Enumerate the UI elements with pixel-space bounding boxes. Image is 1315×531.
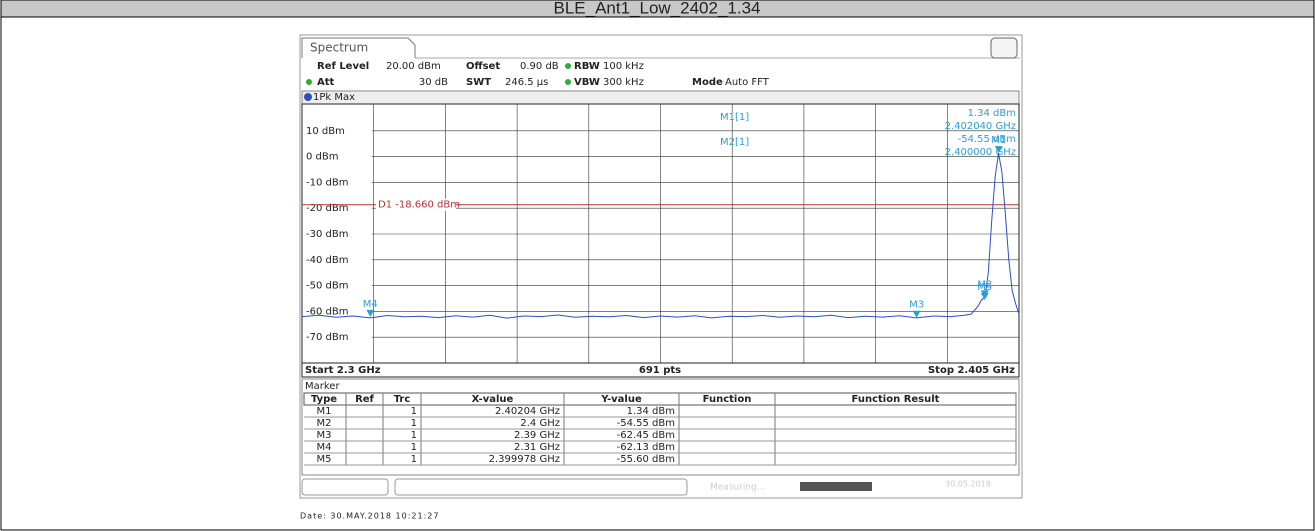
dot: [565, 63, 571, 69]
y-tick-label: 10 dBm: [306, 126, 345, 137]
column-header: X-value: [472, 394, 514, 405]
status-box: [394, 478, 688, 496]
marker-name: M4: [363, 299, 378, 310]
cell: M5: [317, 454, 332, 465]
marker: [912, 310, 921, 318]
status-text: Measuring...: [710, 483, 765, 493]
y-tick-label: -10 dBm: [306, 177, 348, 188]
cell: 2.31 GHz: [514, 442, 560, 453]
marker-table: Type Ref Trc X-value Y-value Function Function…: [303, 392, 1017, 466]
label: SWT: [466, 77, 491, 88]
plot: 10 dBm 0 dBm -10 dBm -20 dBm -30 dBm -40 dBm -…: [301, 104, 1020, 363]
icon[interactable]: [990, 37, 1018, 59]
progress: [800, 482, 872, 491]
label: Mode: [692, 77, 723, 88]
marker-info: 2.402040 GHz: [945, 121, 1016, 132]
y-tick-label: -60 dBm: [306, 306, 348, 317]
label: Att: [317, 77, 335, 88]
status-box: [301, 478, 389, 496]
cell: 1: [411, 430, 417, 441]
y-tick-label: -30 dBm: [306, 229, 348, 240]
value: Auto FFT: [725, 77, 770, 88]
cell: M2: [317, 418, 332, 429]
start: Start 2.3 GHz: [305, 365, 381, 376]
cell: 1: [411, 406, 417, 417]
y-tick-label: -70 dBm: [306, 332, 348, 343]
marker: [366, 309, 375, 317]
cell: M3: [317, 430, 332, 441]
trace-label: 1Pk Max: [313, 92, 355, 103]
title: BLE_Ant1_Low_2402_1.34: [553, 0, 760, 17]
column-header: Y-value: [600, 394, 642, 405]
trace-bar: [301, 90, 1020, 105]
cell: -62.13 dBm: [617, 442, 675, 453]
threshold-label: D1 -18.660 dBm: [378, 200, 460, 211]
cell: 1: [411, 442, 417, 453]
label: VBW: [574, 77, 600, 88]
value: 20.00 dBm: [386, 61, 441, 72]
column-header: Type: [311, 394, 337, 405]
marker-info: -54.55 dBm: [958, 134, 1016, 145]
marker-name: M1: [991, 135, 1006, 146]
cell: 1: [411, 454, 417, 465]
value: 0.90 dB: [520, 61, 559, 72]
value: 100 kHz: [603, 61, 644, 72]
scale-bar: [301, 362, 1020, 378]
label: Ref Level: [317, 61, 369, 72]
marker-info: 2.400000 GHz: [945, 147, 1016, 158]
cell: M4: [317, 442, 332, 453]
marker-name: M5: [977, 282, 992, 293]
cell: [0, 16, 1315, 531]
cell: 1.34 dBm: [627, 406, 675, 417]
cell: 1: [411, 418, 417, 429]
stop: Stop 2.405 GHz: [928, 365, 1015, 376]
footer-date: Date: 30.MAY.2018 10:21:27: [300, 512, 439, 521]
marker-name: M2: [977, 279, 992, 290]
column-header: Function: [703, 394, 752, 405]
y-tick-label: -50 dBm: [306, 281, 348, 292]
value: 300 kHz: [603, 77, 644, 88]
tab: [301, 37, 416, 58]
marker-info: 1.34 dBm: [968, 108, 1016, 119]
cell: 2.4 GHz: [520, 418, 560, 429]
y-tick-label: -40 dBm: [306, 255, 348, 266]
marker: [980, 293, 989, 301]
value: 246.5 µs: [505, 77, 548, 88]
cell: 2.399978 GHz: [489, 454, 560, 465]
column-header: Function Result: [852, 394, 940, 405]
column-header: Ref: [355, 394, 374, 405]
marker-info: M2[1]: [720, 137, 749, 148]
y-tick-label: 0 dBm: [306, 152, 339, 163]
cell: -62.45 dBm: [617, 430, 675, 441]
label: Offset: [466, 61, 500, 72]
y-tick-label: -20 dBm: [306, 203, 348, 214]
marker-info: M1[1]: [720, 112, 749, 123]
threshold-bg: [376, 198, 456, 211]
cell: -55.60 dBm: [617, 454, 675, 465]
trace-dot: [304, 93, 312, 101]
cell: -54.55 dBm: [617, 418, 675, 429]
points: 691 pts: [639, 365, 681, 376]
dot: [565, 79, 571, 85]
trace: [301, 153, 1020, 319]
marker-title: Marker: [305, 381, 340, 392]
column-header: Trc: [394, 394, 411, 405]
cell: 2.40204 GHz: [495, 406, 560, 417]
marker-name: M3: [909, 300, 924, 311]
value: 30 dB: [419, 77, 448, 88]
cell: 2.39 GHz: [514, 430, 560, 441]
cell: M1: [317, 406, 332, 417]
tab-label: Spectrum: [310, 41, 368, 55]
marker: [994, 146, 1003, 154]
status-date: 30.05.2018: [945, 480, 991, 489]
label: RBW: [574, 61, 600, 72]
dot: [306, 79, 312, 85]
